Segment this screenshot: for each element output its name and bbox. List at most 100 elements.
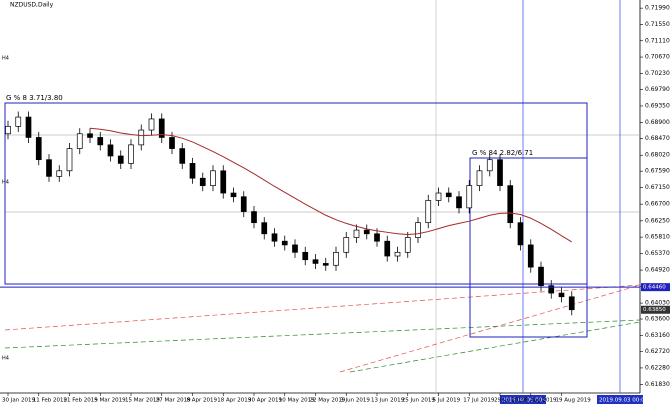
annotation: G % 84 2.82/6.71 xyxy=(472,149,533,157)
y-tick-label: 0.66700 xyxy=(645,201,670,208)
x-tick-label: 18 Apr 2019 xyxy=(217,398,252,404)
candle-body xyxy=(189,163,196,179)
last-price-label: 0.63850 xyxy=(643,307,666,313)
period-mark: H4 xyxy=(2,180,9,186)
vline-label: 2019.09.03 00:00 xyxy=(599,398,649,404)
candle-body xyxy=(25,116,32,138)
candle-body xyxy=(404,237,411,253)
candle-body xyxy=(302,251,309,261)
x-tick-label: 27 Mar 2019 xyxy=(156,398,191,404)
y-tick-label: 0.66250 xyxy=(645,217,670,224)
candle-body xyxy=(281,240,288,246)
candle-body xyxy=(548,285,555,294)
candle-body xyxy=(497,159,503,186)
x-tick-label: 22 May 2019 xyxy=(310,398,346,404)
candle-body xyxy=(97,137,104,146)
candle-body xyxy=(486,159,493,172)
candle-body xyxy=(158,118,165,138)
candle-body xyxy=(261,222,268,235)
candle-body xyxy=(476,170,483,186)
y-tick-label: 0.64030 xyxy=(645,300,670,307)
candle-body xyxy=(538,266,544,287)
candle-body xyxy=(66,148,73,172)
x-tick-label: 5 Mar 2019 xyxy=(94,398,126,404)
candle-body xyxy=(374,233,380,242)
x-tick-label: 10 May 2019 xyxy=(279,398,315,404)
candle-body xyxy=(343,237,350,253)
candle-body xyxy=(415,222,421,238)
candle-body xyxy=(35,137,42,161)
candle-body xyxy=(220,170,227,194)
hline-label-box xyxy=(641,283,670,292)
y-tick-label: 0.70230 xyxy=(645,70,670,77)
vline-label: 2019.08.06 00:00 xyxy=(502,398,552,404)
x-tick-label: 30 Apr 2019 xyxy=(248,398,283,404)
candle-body xyxy=(87,133,93,138)
period-mark: H4 xyxy=(2,56,9,62)
candle-body xyxy=(466,185,473,209)
x-tick-label: 25 Jun 2019 xyxy=(402,398,436,404)
moving-average xyxy=(89,127,573,243)
x-tick-label: 30 Jan 2019 xyxy=(2,398,35,404)
candle-body xyxy=(76,133,83,149)
vline-label-box xyxy=(597,395,643,404)
y-tick-label: 0.68470 xyxy=(645,135,670,142)
x-tick-label: 8 Aug 2019 xyxy=(525,398,557,404)
candle-body xyxy=(179,148,186,164)
candle-body xyxy=(527,244,534,268)
candle-body xyxy=(107,144,114,157)
trend-line xyxy=(4,284,641,331)
y-tick-label: 0.64920 xyxy=(645,267,670,274)
y-tick-label: 0.69790 xyxy=(645,86,670,93)
x-tick-label: 5 Jul 2019 xyxy=(433,398,461,404)
y-tick-label: 0.63160 xyxy=(645,332,670,339)
x-tick-label: 17 Jul 2019 xyxy=(463,398,495,404)
candle-body xyxy=(394,251,401,257)
x-tick-label: 8 Apr 2019 xyxy=(187,398,218,404)
candle-body xyxy=(384,240,391,257)
y-tick-label: 0.69350 xyxy=(645,102,670,109)
y-tick-label: 0.68020 xyxy=(645,152,670,159)
candle-body xyxy=(15,116,22,127)
candle-body xyxy=(169,137,175,149)
y-tick-label: 0.67590 xyxy=(645,168,670,175)
x-tick-label: 3 Jun 2019 xyxy=(340,398,370,404)
y-tick-label: 0.62720 xyxy=(645,348,670,355)
candle-body xyxy=(445,192,452,198)
candle-body xyxy=(517,222,524,246)
y-tick-label: 0.63600 xyxy=(645,316,670,323)
candle-body xyxy=(322,263,329,266)
candle-body xyxy=(558,292,565,298)
candle-body xyxy=(353,229,360,238)
x-tick-label: 13 Jun 2019 xyxy=(371,398,405,404)
y-tick-label: 0.71550 xyxy=(645,21,670,28)
candle-body xyxy=(292,244,298,253)
annotation: G % 8 3.71/3.80 xyxy=(6,94,63,102)
candle-body xyxy=(128,144,134,164)
last-price-box xyxy=(641,305,670,314)
trend-line xyxy=(4,319,641,349)
x-tick-label: 21 Feb 2019 xyxy=(64,398,99,404)
y-tick-label: 0.62280 xyxy=(645,364,670,371)
candle-body xyxy=(312,259,319,264)
period-mark: H4 xyxy=(2,356,9,362)
y-tick-label: 0.65370 xyxy=(645,250,670,257)
y-tick-label: 0.67150 xyxy=(645,184,670,191)
candle-body xyxy=(210,170,216,186)
x-tick-label: 11 Feb 2019 xyxy=(33,398,68,404)
y-tick-label: 0.65810 xyxy=(645,234,670,241)
y-tick-label: 0.71990 xyxy=(645,5,670,12)
chart-title: NZDUSD,Daily xyxy=(10,2,54,9)
candle-body xyxy=(240,196,247,212)
y-tick-label: 0.61830 xyxy=(645,381,670,388)
range-box xyxy=(469,157,588,338)
y-tick-label: 0.68900 xyxy=(645,119,670,126)
candle-body xyxy=(435,192,442,201)
candle-body xyxy=(230,192,237,198)
candle-body xyxy=(199,177,206,186)
candle-body xyxy=(46,159,52,177)
candle-body xyxy=(456,196,462,209)
vline-label-box xyxy=(500,395,546,404)
